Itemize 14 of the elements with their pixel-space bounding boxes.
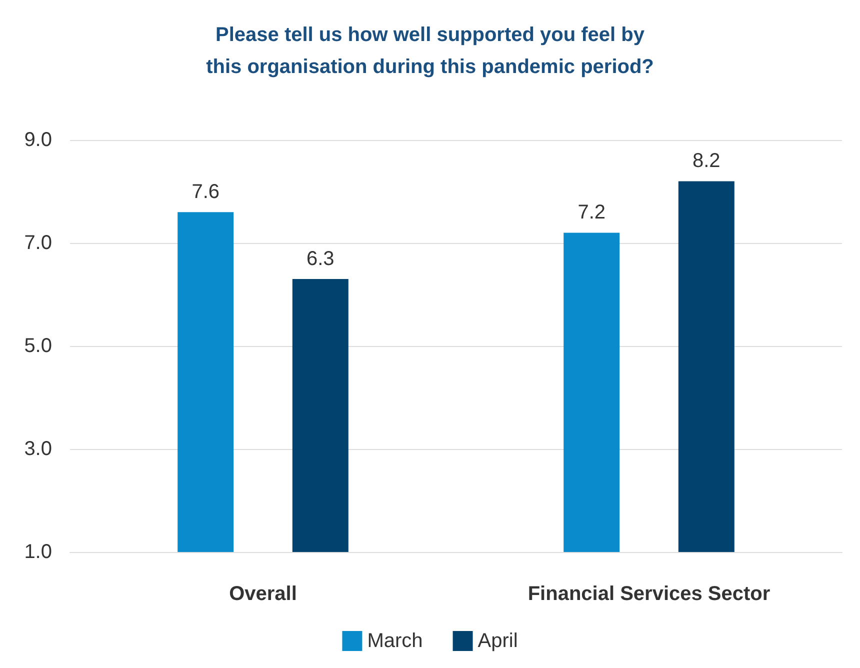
legend-label: April	[478, 630, 518, 652]
x-tick-label: Financial Services Sector	[528, 583, 770, 605]
legend-label: March	[367, 630, 423, 652]
y-tick-label: 5.0	[24, 335, 52, 357]
data-label: 7.6	[192, 181, 220, 204]
x-tick-label: Overall	[229, 583, 297, 605]
data-label: 8.2	[692, 150, 720, 172]
chart-title: Please tell us how well supported you feel by this organisation during this pandemic period?	[206, 24, 654, 78]
data-label: 7.2	[578, 202, 606, 224]
data-label: 6.3	[306, 248, 334, 270]
y-tick-label: 3.0	[24, 438, 52, 460]
y-tick-label: 7.0	[24, 232, 52, 254]
y-tick-label: 9.0	[24, 129, 52, 151]
y-tick-label: 1.0	[24, 541, 52, 563]
